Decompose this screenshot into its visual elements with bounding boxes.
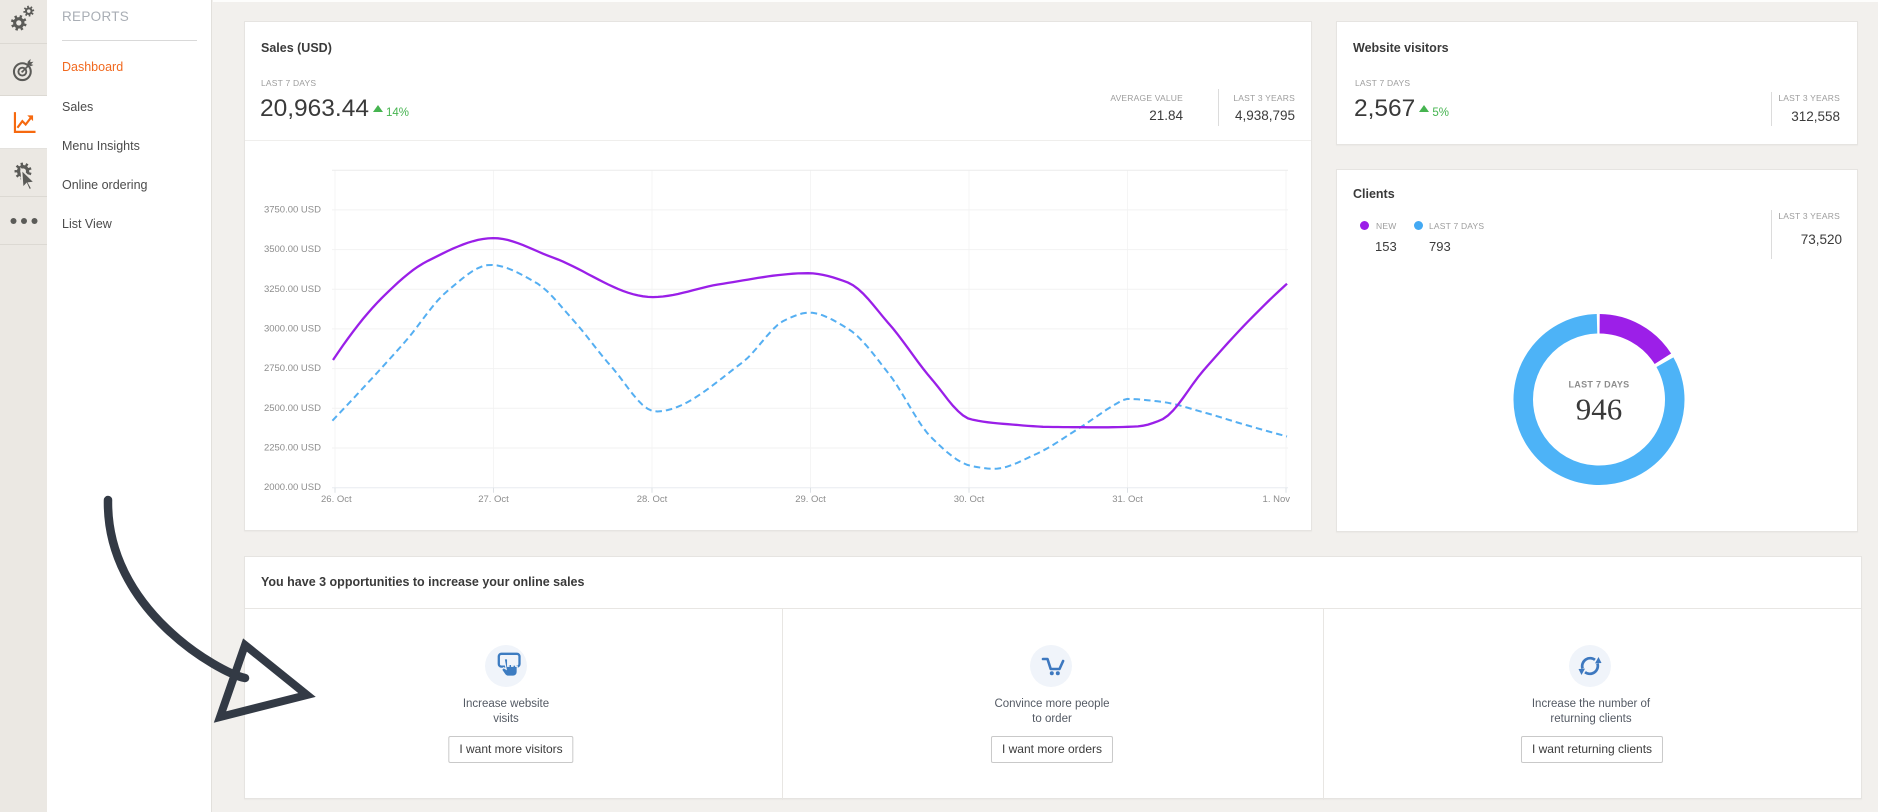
svg-text:2750.00 USD: 2750.00 USD (264, 363, 321, 374)
svg-text:3750.00 USD: 3750.00 USD (264, 204, 321, 215)
svg-text:29. Oct: 29. Oct (795, 494, 826, 505)
svg-text:27. Oct: 27. Oct (478, 494, 509, 505)
svg-text:30. Oct: 30. Oct (954, 494, 985, 505)
svg-text:2000.00 USD: 2000.00 USD (264, 482, 321, 493)
svg-text:26. Oct: 26. Oct (321, 494, 352, 505)
svg-text:LAST 7 DAYS: LAST 7 DAYS (1569, 380, 1630, 390)
svg-text:946: 946 (1576, 392, 1623, 427)
svg-text:2250.00 USD: 2250.00 USD (264, 443, 321, 454)
svg-text:1. Nov: 1. Nov (1263, 494, 1291, 505)
svg-text:28. Oct: 28. Oct (637, 494, 668, 505)
svg-text:3250.00 USD: 3250.00 USD (264, 284, 321, 295)
svg-text:3500.00 USD: 3500.00 USD (264, 244, 321, 255)
svg-text:2500.00 USD: 2500.00 USD (264, 403, 321, 414)
svg-text:3000.00 USD: 3000.00 USD (264, 323, 321, 334)
svg-text:31. Oct: 31. Oct (1112, 494, 1143, 505)
